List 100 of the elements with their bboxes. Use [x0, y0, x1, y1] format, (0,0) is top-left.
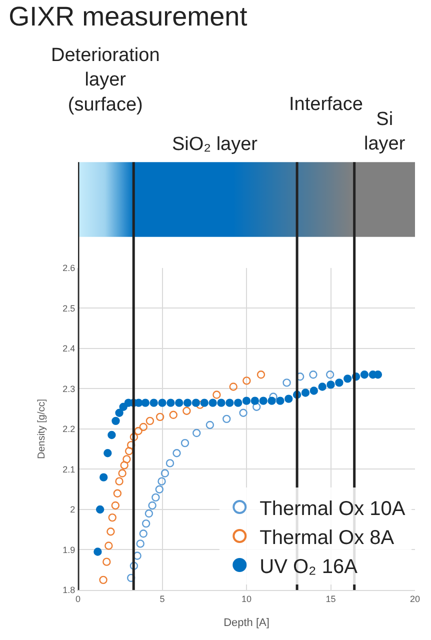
- point: [360, 370, 369, 379]
- point: [239, 408, 248, 417]
- point: [335, 378, 344, 387]
- point: [139, 530, 148, 538]
- point: [226, 398, 234, 407]
- point: [150, 398, 158, 407]
- point: [326, 370, 334, 379]
- point: [152, 493, 160, 502]
- point: [259, 396, 268, 405]
- point: [268, 396, 276, 405]
- point: [158, 398, 166, 407]
- point: [112, 416, 120, 426]
- point: [242, 376, 251, 385]
- x-tick-label: 20: [410, 594, 420, 604]
- point: [250, 396, 260, 405]
- x-tick-label: 10: [241, 594, 252, 604]
- legend-label: Thermal Ox 8A: [260, 526, 395, 549]
- point: [276, 396, 284, 405]
- point: [180, 438, 190, 448]
- point: [206, 420, 214, 430]
- x-tick-label: 0: [75, 594, 81, 604]
- chart-title: GIXR measurement: [8, 1, 248, 32]
- legend-label: UV O₂ 16A: [260, 556, 358, 578]
- point: [139, 422, 148, 432]
- point: [99, 576, 108, 584]
- point: [172, 449, 181, 458]
- y-tick-label: 2.1: [62, 464, 76, 474]
- point: [122, 455, 131, 464]
- point: [156, 412, 164, 422]
- point: [134, 426, 142, 436]
- point: [284, 394, 293, 403]
- point: [192, 428, 201, 438]
- point: [234, 398, 242, 407]
- point: [252, 402, 261, 411]
- point: [158, 477, 166, 486]
- point: [144, 509, 154, 518]
- point: [222, 414, 231, 424]
- point: [212, 390, 221, 399]
- point: [118, 469, 126, 478]
- point: [169, 410, 178, 419]
- point: [301, 388, 310, 397]
- point: [94, 548, 102, 556]
- x-tick-label: 5: [160, 594, 165, 604]
- point: [310, 386, 318, 395]
- point: [166, 459, 174, 468]
- y-tick-label: 2.5: [62, 303, 76, 314]
- point: [269, 392, 278, 401]
- point: [100, 473, 108, 482]
- point: [166, 398, 175, 407]
- point: [208, 398, 217, 407]
- y-tick-label: 2.6: [62, 263, 76, 274]
- point: [96, 505, 104, 514]
- y-tick-label: 2.3: [62, 384, 76, 394]
- point: [115, 408, 124, 417]
- point: [104, 449, 112, 458]
- point: [183, 398, 192, 407]
- point: [282, 378, 291, 387]
- point: [113, 489, 122, 498]
- point: [309, 370, 318, 379]
- text: SiO₂ layer: [172, 134, 258, 155]
- point: [111, 501, 120, 510]
- point: [192, 398, 200, 407]
- point: [344, 374, 352, 383]
- text: Interface: [289, 94, 363, 115]
- point: [124, 447, 134, 456]
- point: [182, 406, 191, 415]
- point: [130, 432, 138, 442]
- text: Deterioration layer (surface): [51, 45, 160, 116]
- point: [136, 540, 144, 548]
- y-tick-label: 1.9: [62, 544, 76, 555]
- y-tick-label: 2.4: [62, 344, 76, 354]
- point: [229, 382, 238, 391]
- point: [142, 519, 150, 528]
- legend-label: Thermal Ox 10A: [260, 498, 406, 520]
- point: [115, 477, 124, 486]
- point: [130, 562, 138, 570]
- text: Si layer: [364, 109, 406, 155]
- point: [148, 501, 156, 510]
- point: [155, 485, 164, 494]
- point: [200, 398, 208, 407]
- y-axis-title: Density [g/cc]: [36, 398, 48, 460]
- point: [242, 396, 251, 405]
- y-tick-label: 1.8: [62, 585, 76, 596]
- point: [108, 513, 116, 522]
- point: [104, 542, 113, 550]
- point: [217, 398, 226, 407]
- y-tick-label: 2: [70, 504, 76, 515]
- point: [318, 382, 326, 391]
- point: [106, 528, 115, 536]
- point: [256, 370, 266, 379]
- x-tick-label: 15: [326, 594, 336, 604]
- point: [120, 461, 128, 470]
- point: [141, 398, 150, 407]
- x-axis-title: Depth [A]: [224, 617, 270, 629]
- point: [102, 558, 111, 566]
- point: [146, 416, 154, 426]
- point: [326, 380, 335, 389]
- y-tick-label: 2.2: [62, 424, 76, 434]
- point: [175, 398, 184, 407]
- point: [108, 430, 116, 440]
